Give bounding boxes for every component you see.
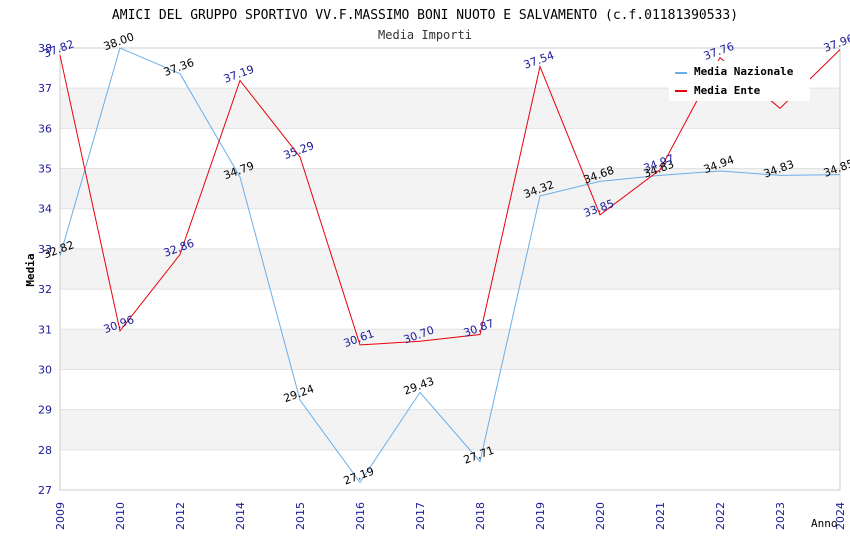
x-tick-label: 2024 — [834, 502, 847, 530]
data-label-media-nazionale: 38.00 — [102, 30, 136, 53]
y-tick-label: 33 — [38, 243, 52, 256]
plot-area — [59, 47, 841, 491]
y-tick-label: 37 — [38, 82, 52, 95]
y-tick-label: 34 — [38, 203, 52, 216]
legend-label-media-ente: Media Ente — [694, 84, 761, 97]
data-label-media-nazionale: 37.36 — [162, 56, 196, 79]
data-label-media-nazionale: 29.24 — [282, 382, 316, 405]
x-tick-label: 2022 — [714, 502, 727, 530]
legend-box — [669, 61, 810, 101]
y-tick-label: 36 — [38, 122, 52, 135]
data-label-media-nazionale: 27.19 — [342, 465, 376, 488]
y-tick-label: 28 — [38, 444, 52, 457]
grid-band — [60, 248, 840, 290]
x-tick-label: 2014 — [234, 502, 247, 530]
grid-band — [60, 329, 840, 370]
grid-band — [60, 168, 840, 209]
x-tick-label: 2016 — [354, 502, 367, 530]
y-tick-label: 27 — [38, 484, 52, 497]
chart-subtitle: Media Importi — [378, 28, 472, 42]
x-tick-label: 2023 — [774, 502, 787, 530]
x-axis-label: Anno — [811, 517, 838, 530]
y-tick-label: 31 — [38, 323, 52, 336]
x-tick-label: 2018 — [474, 502, 487, 530]
y-tick-label: 30 — [38, 363, 52, 376]
series-line-media-nazionale — [59, 47, 841, 484]
y-tick-label: 38 — [38, 42, 52, 55]
x-tick-label: 2015 — [294, 502, 307, 530]
x-tick-label: 2012 — [174, 502, 187, 530]
data-label-media-ente: 37.19 — [222, 63, 256, 86]
y-axis-label: Media — [24, 253, 37, 286]
data-label-media-ente: 35.29 — [282, 139, 316, 162]
x-tick-label: 2010 — [114, 502, 127, 530]
plot-background — [60, 88, 840, 450]
legend-label-media-nazionale: Media Nazionale — [694, 65, 794, 78]
x-tick-label: 2017 — [414, 502, 427, 530]
y-axis: 27 28 29 30 31 32 33 34 35 36 37 38 — [38, 42, 52, 497]
grid-band — [60, 409, 840, 450]
data-label-media-ente: 37.96 — [822, 32, 850, 55]
data-label-media-ente: 37.82 — [42, 37, 76, 60]
legend: Media Nazionale Media Ente — [669, 61, 810, 101]
x-tick-label: 2021 — [654, 502, 667, 530]
y-tick-label: 29 — [38, 404, 52, 417]
data-label-media-ente: 37.54 — [522, 49, 556, 72]
y-tick-label: 32 — [38, 283, 52, 296]
x-tick-label: 2019 — [534, 502, 547, 530]
chart-title: AMICI DEL GRUPPO SPORTIVO VV.F.MASSIMO B… — [112, 8, 738, 23]
x-axis: 2009 2010 2012 2014 2015 2016 2017 2018 2019 2020… — [54, 502, 847, 530]
x-tick-label: 2020 — [594, 502, 607, 530]
y-tick-label: 35 — [38, 163, 52, 176]
x-tick-label: 2009 — [54, 502, 67, 530]
